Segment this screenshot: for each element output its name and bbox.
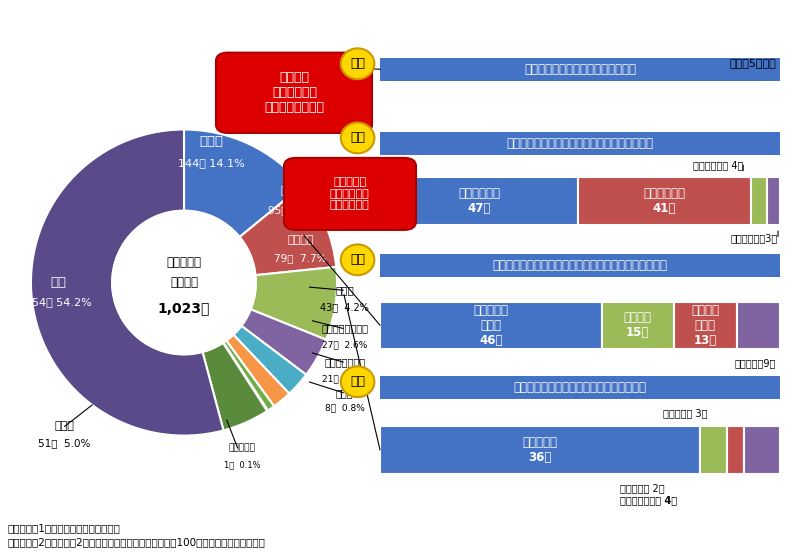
Wedge shape bbox=[223, 343, 268, 411]
Bar bbox=[380, 177, 578, 224]
Wedge shape bbox=[234, 326, 306, 394]
Text: 95人  9.3%: 95人 9.3% bbox=[268, 206, 321, 216]
Text: 1,023人: 1,023人 bbox=[158, 301, 210, 316]
Text: 21人  2.1%: 21人 2.1% bbox=[322, 375, 367, 383]
Text: 144人 14.1%: 144人 14.1% bbox=[178, 158, 245, 168]
Circle shape bbox=[112, 211, 256, 355]
Text: 住宅火災に: 住宅火災に bbox=[166, 256, 202, 269]
Wedge shape bbox=[240, 186, 336, 275]
Text: マッチ・ライター: マッチ・ライター bbox=[321, 324, 368, 334]
Bar bbox=[380, 302, 602, 349]
Text: 8人  0.8%: 8人 0.8% bbox=[325, 403, 365, 413]
Wedge shape bbox=[31, 130, 223, 435]
Text: テーブル
タップ
13人: テーブル タップ 13人 bbox=[691, 304, 719, 347]
Text: 対策: 対策 bbox=[350, 375, 365, 388]
Wedge shape bbox=[226, 335, 290, 406]
Text: 対策: 対策 bbox=[350, 131, 365, 145]
Bar bbox=[726, 427, 745, 474]
Text: ガスこんろ
36人: ガスこんろ 36人 bbox=[522, 436, 558, 464]
Bar bbox=[380, 427, 700, 474]
Bar bbox=[767, 177, 780, 224]
Wedge shape bbox=[184, 130, 302, 237]
Text: ストーブ: ストーブ bbox=[281, 186, 307, 196]
Text: 2　小数点第2位以下四捨五入により、合計値が100とならない場合がある。: 2 小数点第2位以下四捨五入により、合計値が100とならない場合がある。 bbox=[8, 537, 266, 547]
Text: 住宅火災の発火源別死者数（放火自殺者等を除く。）: 住宅火災の発火源別死者数（放火自殺者等を除く。） bbox=[246, 16, 554, 35]
Text: 対策: 対策 bbox=[350, 253, 365, 266]
Wedge shape bbox=[223, 341, 274, 411]
Wedge shape bbox=[242, 309, 326, 375]
Text: よる死者: よる死者 bbox=[170, 276, 198, 289]
Text: 不明: 不明 bbox=[50, 276, 66, 289]
Text: こたつ: こたつ bbox=[336, 388, 354, 398]
Text: 対策: 対策 bbox=[350, 57, 365, 70]
Text: たばこ: たばこ bbox=[199, 135, 223, 148]
Bar bbox=[602, 302, 674, 349]
Text: コンセントはほこりを清掃し、不必要なプラグは抜く。: コンセントはほこりを清掃し、不必要なプラグは抜く。 bbox=[493, 259, 667, 272]
Text: 石油こんろ 3人: 石油こんろ 3人 bbox=[662, 408, 707, 419]
Text: こんろ: こんろ bbox=[335, 285, 354, 295]
Text: ストーブを
発火源とした
火災も多い。: ストーブを 発火源とした 火災も多い。 bbox=[330, 177, 370, 211]
Text: その他: その他 bbox=[54, 422, 74, 432]
Text: 風呂かまど: 風呂かまど bbox=[229, 443, 255, 452]
Text: 27人  2.6%: 27人 2.6% bbox=[322, 341, 367, 350]
Wedge shape bbox=[202, 343, 267, 430]
Text: 1人  0.1%: 1人 0.1% bbox=[224, 460, 261, 469]
Text: 電気機器　9人: 電気機器 9人 bbox=[734, 358, 776, 368]
Wedge shape bbox=[250, 267, 337, 340]
Text: ストーブの周りに燃えやすいものを置かない。: ストーブの周りに燃えやすいものを置かない。 bbox=[506, 137, 654, 150]
Text: こんろを使うときは目のそばを離れない。: こんろを使うときは目のそばを離れない。 bbox=[514, 381, 646, 394]
Text: （備考）　1　「火災報告」により作成: （備考） 1 「火災報告」により作成 bbox=[8, 524, 121, 534]
Text: （令和5年中）: （令和5年中） bbox=[730, 58, 776, 68]
Text: 電気こんろ 2人: 電気こんろ 2人 bbox=[620, 483, 665, 493]
Text: 51人  5.0%: 51人 5.0% bbox=[38, 438, 91, 448]
Text: 電灯電話等
の配線
46人: 電灯電話等 の配線 46人 bbox=[474, 304, 508, 347]
Text: 配線器具
15人: 配線器具 15人 bbox=[624, 311, 652, 340]
Text: その他のこんろ 4人: その他のこんろ 4人 bbox=[620, 495, 677, 505]
Text: 電気器具: 電気器具 bbox=[287, 235, 314, 245]
Text: ガスストーブ 4人: ガスストーブ 4人 bbox=[693, 160, 743, 170]
Text: 43人  4.2%: 43人 4.2% bbox=[320, 302, 369, 312]
Text: 寝たばこは絶対しない、させない。: 寝たばこは絶対しない、させない。 bbox=[524, 63, 636, 76]
Text: たばこを
発火源とした
火災が最も多い。: たばこを 発火源とした 火災が最も多い。 bbox=[264, 71, 325, 114]
Text: 79人  7.7%: 79人 7.7% bbox=[274, 253, 326, 263]
Bar bbox=[700, 427, 726, 474]
Text: ローソク・灯明: ローソク・灯明 bbox=[324, 357, 366, 367]
Bar bbox=[750, 177, 767, 224]
Bar bbox=[745, 427, 780, 474]
Bar bbox=[578, 177, 750, 224]
Text: まきストーブ3人: まきストーブ3人 bbox=[730, 233, 778, 243]
Text: 554人 54.2%: 554人 54.2% bbox=[25, 297, 92, 307]
Text: 電気ストーブ
47人: 電気ストーブ 47人 bbox=[458, 187, 500, 215]
Bar bbox=[674, 302, 737, 349]
Bar bbox=[737, 302, 780, 349]
Text: 石油ストーブ
41人: 石油ストーブ 41人 bbox=[643, 187, 686, 215]
